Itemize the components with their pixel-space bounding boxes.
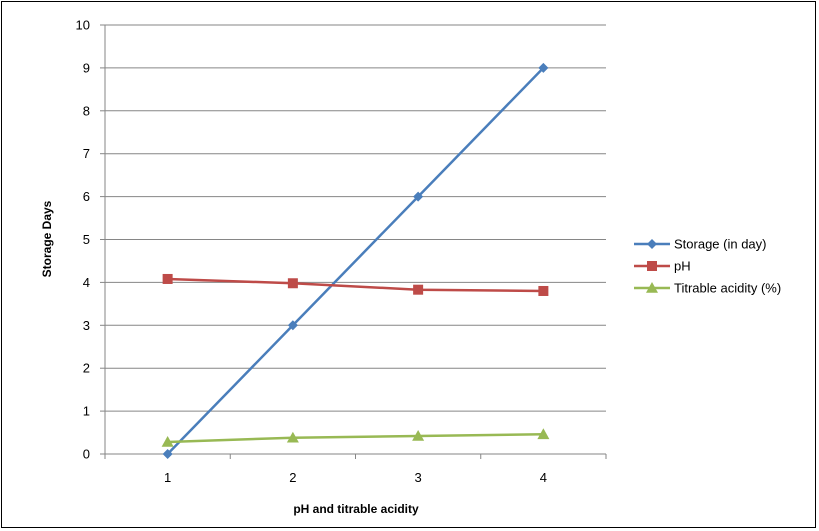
data-point-titrable-acidity — [286, 431, 299, 443]
data-point-storage-in-day — [413, 191, 424, 202]
legend-label-titrable-acidity: Titrable acidity (%) — [674, 281, 781, 296]
y-tick-label: 1 — [83, 404, 90, 419]
axes — [100, 24, 607, 459]
y-tick-label: 10 — [76, 18, 90, 33]
y-tick-label: 5 — [83, 232, 90, 247]
x-tick-label: 3 — [415, 470, 422, 485]
data-point-titrable-acidity — [537, 428, 550, 440]
series-line-ph — [167, 277, 544, 293]
y-tick-labels: 0 1 2 3 4 5 6 7 8 9 10 — [76, 18, 90, 462]
data-point-titrable-acidity — [412, 429, 425, 441]
x-tick-label: 4 — [540, 470, 547, 485]
series-layer — [161, 62, 550, 459]
legend-label-storage-in-day: Storage (in day) — [674, 237, 767, 252]
legend-marker-titrable-acidity — [646, 282, 658, 293]
y-tick-label: 9 — [83, 60, 90, 75]
legend: Storage (in day) pH Titrable acidity (%) — [634, 237, 781, 296]
data-point-ph — [162, 273, 173, 284]
data-point-ph — [538, 285, 549, 296]
legend-label-ph: pH — [674, 259, 691, 274]
y-tick-label: 7 — [83, 146, 90, 161]
x-tick-labels: 1 2 3 4 — [164, 470, 547, 485]
data-point-storage-in-day — [538, 62, 549, 73]
y-tick-label: 3 — [83, 318, 90, 333]
gridlines — [105, 24, 606, 412]
x-axis-title: pH and titrable acidity — [293, 502, 419, 516]
x-tick-label: 1 — [164, 470, 171, 485]
y-tick-label: 6 — [83, 189, 90, 204]
y-tick-label: 4 — [83, 275, 90, 290]
y-tick-label: 8 — [83, 103, 90, 118]
data-point-ph — [287, 278, 298, 289]
x-tick-label: 2 — [289, 470, 296, 485]
y-tick-label: 0 — [83, 447, 90, 462]
series-line-titrable-acidity — [167, 433, 544, 444]
y-tick-label: 2 — [83, 361, 90, 376]
legend-marker-ph — [647, 261, 657, 271]
y-axis-title: Storage Days — [40, 200, 54, 277]
legend-marker-storage-in-day — [647, 239, 657, 249]
data-point-storage-in-day — [162, 449, 173, 459]
data-point-titrable-acidity — [161, 435, 174, 447]
data-point-ph — [413, 284, 424, 295]
series-line-storage-in-day — [166, 67, 545, 455]
data-point-storage-in-day — [287, 320, 298, 331]
